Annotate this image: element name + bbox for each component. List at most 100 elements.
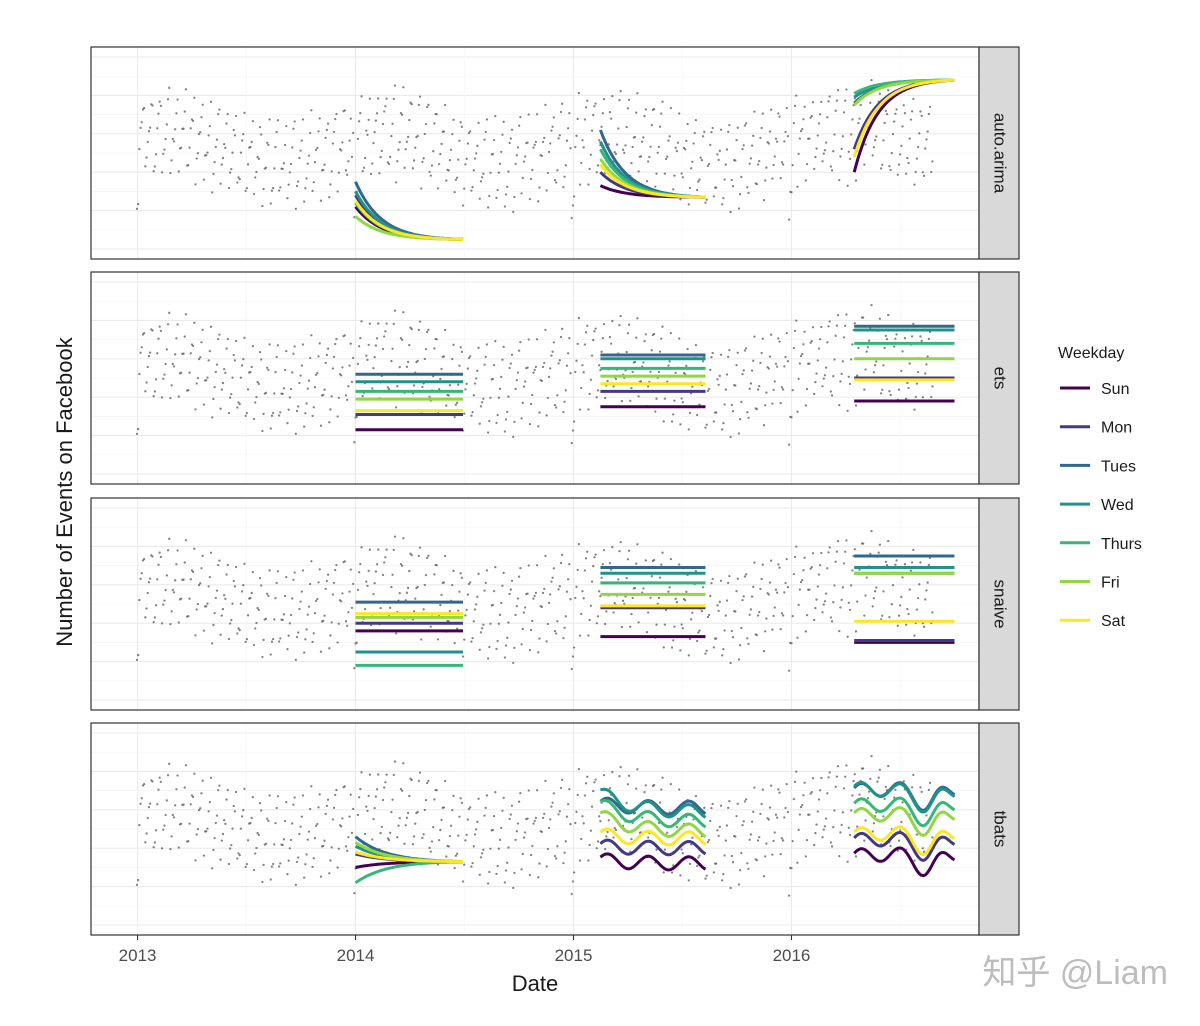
observation-point — [270, 189, 274, 192]
observation-point — [571, 655, 575, 658]
observation-point — [509, 137, 512, 140]
observation-point — [725, 599, 729, 602]
observation-point — [695, 188, 699, 192]
observation-point — [830, 620, 834, 623]
observation-point — [894, 788, 897, 791]
observation-point — [309, 356, 312, 360]
observation-point — [588, 618, 591, 622]
observation-point — [816, 810, 819, 813]
observation-point — [743, 349, 747, 352]
observation-point — [783, 140, 786, 143]
observation-point — [725, 373, 729, 376]
observation-point — [723, 629, 726, 632]
observation-point — [214, 821, 217, 825]
observation-point — [705, 198, 708, 201]
observation-point — [821, 611, 824, 614]
observation-point — [236, 406, 239, 409]
observation-point — [635, 111, 638, 114]
observation-point — [482, 397, 485, 400]
observation-point — [715, 637, 718, 640]
observation-point — [288, 847, 292, 850]
observation-point — [208, 575, 211, 579]
observation-point — [381, 573, 385, 577]
observation-point — [695, 864, 699, 868]
observation-point — [667, 590, 670, 593]
observation-point — [791, 614, 794, 618]
observation-point — [600, 576, 603, 579]
observation-point — [625, 125, 628, 129]
observation-point — [417, 103, 420, 107]
observation-point — [465, 833, 468, 836]
observation-point — [658, 801, 662, 804]
observation-point — [239, 376, 243, 379]
observation-point — [894, 112, 897, 115]
observation-point — [459, 797, 462, 800]
observation-point — [386, 386, 389, 389]
observation-point — [452, 794, 455, 797]
observation-point — [427, 103, 430, 106]
observation-point — [878, 92, 882, 95]
observation-point — [467, 807, 471, 811]
observation-point — [931, 836, 934, 839]
observation-point — [863, 614, 866, 617]
observation-point — [780, 612, 784, 615]
observation-point — [847, 601, 850, 604]
observation-point — [268, 569, 271, 572]
observation-point — [537, 876, 540, 879]
observation-point — [765, 617, 768, 620]
observation-point — [577, 91, 581, 95]
observation-point — [429, 174, 432, 177]
observation-point — [820, 551, 823, 555]
observation-point — [846, 860, 849, 863]
observation-point — [262, 187, 265, 191]
observation-point — [601, 337, 604, 340]
observation-point — [716, 829, 719, 832]
observation-point — [910, 335, 914, 338]
observation-point — [547, 601, 551, 605]
observation-point — [562, 186, 565, 189]
observation-point — [845, 764, 848, 767]
observation-point — [461, 880, 465, 883]
observation-point — [544, 779, 547, 783]
observation-point — [344, 169, 348, 172]
observation-point — [915, 157, 919, 160]
observation-point — [261, 655, 264, 659]
observation-point — [300, 139, 303, 142]
observation-point — [626, 558, 630, 561]
observation-point — [237, 852, 240, 855]
observation-point — [881, 163, 884, 166]
observation-point — [570, 441, 573, 445]
observation-point — [652, 332, 656, 336]
observation-point — [709, 143, 712, 147]
observation-point — [897, 839, 901, 842]
observation-point — [416, 810, 419, 814]
observation-point — [848, 157, 852, 161]
observation-point — [869, 552, 872, 555]
forecast-line-thurs — [600, 798, 707, 829]
observation-point — [672, 413, 675, 416]
observation-point — [711, 351, 714, 355]
observation-point — [292, 803, 295, 806]
observation-point — [170, 159, 173, 162]
observation-point — [804, 404, 807, 407]
observation-point — [148, 802, 152, 805]
observation-point — [538, 411, 541, 414]
observation-point — [163, 148, 166, 151]
observation-point — [193, 321, 196, 324]
observation-point — [913, 634, 916, 637]
observation-point — [618, 324, 621, 327]
observation-point — [383, 335, 386, 338]
observation-point — [786, 135, 790, 138]
observation-point — [168, 311, 171, 314]
observation-point — [797, 828, 800, 832]
observation-point — [180, 371, 183, 374]
observation-point — [279, 411, 282, 414]
observation-point — [738, 869, 742, 872]
observation-point — [261, 204, 264, 208]
observation-point — [260, 809, 263, 812]
observation-point — [804, 179, 807, 182]
observation-point — [463, 638, 466, 641]
observation-point — [512, 661, 515, 665]
observation-point — [755, 858, 759, 862]
observation-point — [497, 396, 501, 399]
